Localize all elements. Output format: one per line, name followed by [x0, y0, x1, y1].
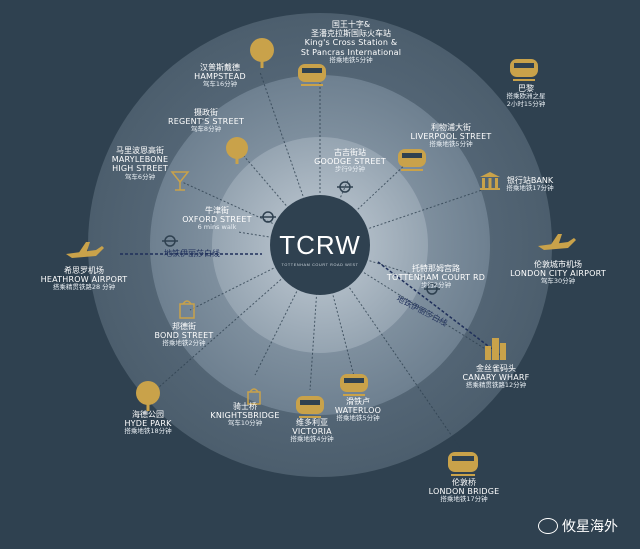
bank-icon [480, 172, 500, 190]
plane-icon [538, 234, 576, 250]
tree-icon [226, 137, 248, 164]
train-icon [398, 149, 426, 171]
label-tottenham-court-rd: 托特那姆宫路 TOTTENHAM COURT RD 步行2分钟 [386, 264, 486, 290]
tree-icon [250, 38, 274, 68]
train-icon [296, 396, 324, 418]
buildings-icon [485, 338, 506, 360]
tree-icon [136, 381, 160, 411]
label-victoria: 维多利亚 VICTORIA 搭乘地铁4分钟 [290, 418, 334, 444]
tube-roundel-icon [260, 211, 276, 223]
label-hampstead: 汉普斯戴德 HAMPSTEAD 驾车16分钟 [194, 63, 246, 89]
label-bank: 银行站BANK 搭乘地铁17分钟 [506, 176, 554, 193]
label-canary-wharf: 金丝雀码头 CANARY WHARF 搭乘精贯铁路12分钟 [462, 364, 530, 390]
label-kings-cross: 国王十字& 圣潘克拉斯国际火车站 King's Cross Station & … [300, 20, 402, 64]
label-marylebone: 马里波恩高街 MARYLEBONE HIGH STREET 驾车6分钟 [111, 146, 169, 181]
label-heathrow: 希思罗机场 HEATHROW AIRPORT 搭乘精贯铁路28 分钟 [40, 266, 128, 292]
core-circle [270, 195, 370, 295]
label-goodge-street: 古吉街站 GOODGE STREET 步行9分钟 [314, 148, 386, 174]
train-icon [510, 59, 538, 81]
plane-icon [66, 242, 104, 258]
label-waterloo: 滑铁卢 WATERLOO 搭乘地铁5分钟 [334, 397, 382, 423]
tube-icons [162, 181, 440, 295]
label-oxford-street: 牛津街 OXFORD STREET 6 mins walk [182, 206, 252, 232]
icons [66, 38, 576, 476]
label-bond-street: 邦德街 BOND STREET 搭乘地铁2分钟 [154, 322, 214, 348]
train-icon [340, 374, 368, 396]
train-icon [298, 64, 326, 86]
center-logo: TCRW [279, 230, 361, 260]
label-paris: 巴黎 搭乘欧洲之星 2小时15分钟 [506, 84, 546, 108]
line-label-west: 地铁伊丽莎白线 [164, 248, 220, 258]
label-hyde-park: 海德公园 HYDE PARK 搭乘地铁18分钟 [124, 410, 172, 436]
wechat-icon [538, 518, 558, 534]
watermark-text: 攸星海外 [562, 519, 618, 535]
shopping-bag-icon [179, 300, 195, 319]
label-regent-street: 摄政街 REGENT'S STREET 驾车8分钟 [167, 108, 245, 134]
line-east [377, 261, 501, 356]
tube-roundel-icon [337, 181, 353, 193]
label-knightsbridge: 骑士桥 KNIGHTSBRIDGE 驾车10分钟 [210, 402, 280, 428]
train-icon [448, 452, 478, 476]
tube-roundel-icon [424, 283, 440, 295]
watermark: 攸星海外 [538, 516, 618, 536]
label-london-bridge: 伦敦桥 LONDON BRIDGE 搭乘地铁17分钟 [428, 478, 500, 504]
shopping-bag-icon [247, 388, 261, 405]
label-london-city-airport: 伦敦城市机场 LONDON CITY AIRPORT 驾车30分钟 [510, 260, 606, 286]
cocktail-icon [170, 171, 190, 191]
center-subtitle: TOTTENHAM COURT ROAD WEST [281, 263, 358, 267]
tube-roundel-icon [162, 235, 178, 247]
label-liverpool-street: 利物浦大街 LIVERPOOL STREET 搭乘地铁5分钟 [410, 123, 492, 149]
